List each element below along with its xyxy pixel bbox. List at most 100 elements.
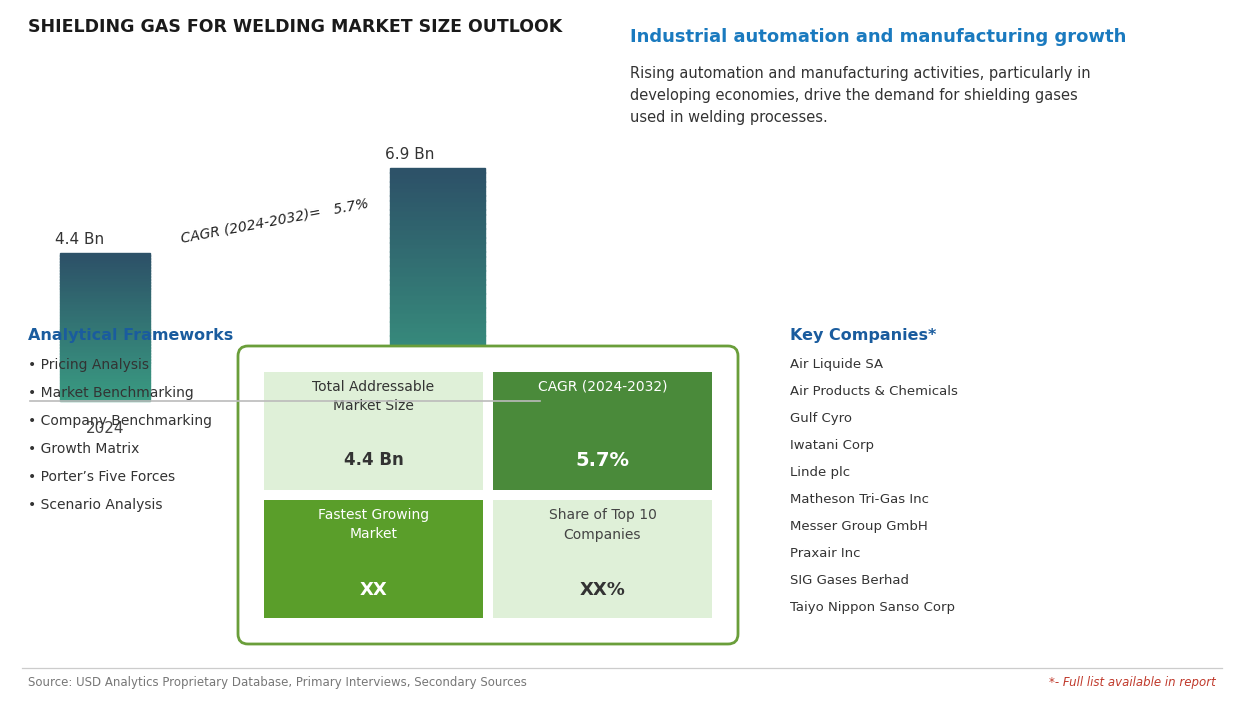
- Text: 6.9 Bn: 6.9 Bn: [384, 147, 434, 162]
- Bar: [60, 345, 151, 348]
- FancyBboxPatch shape: [238, 346, 738, 644]
- Bar: [391, 386, 485, 392]
- Bar: [60, 374, 151, 377]
- Bar: [60, 371, 151, 374]
- Text: 4.4 Bn: 4.4 Bn: [55, 232, 104, 247]
- Bar: [391, 326, 485, 331]
- Bar: [391, 298, 485, 303]
- Bar: [391, 321, 485, 326]
- Text: Iwatani Corp: Iwatani Corp: [790, 439, 875, 452]
- FancyBboxPatch shape: [493, 500, 712, 618]
- Bar: [60, 362, 151, 366]
- Bar: [60, 256, 151, 259]
- Bar: [391, 186, 485, 191]
- Bar: [60, 397, 151, 401]
- Text: 4.4 Bn: 4.4 Bn: [343, 451, 403, 469]
- Text: Air Liquide SA: Air Liquide SA: [790, 358, 883, 371]
- Text: Taiyo Nippon Sanso Corp: Taiyo Nippon Sanso Corp: [790, 601, 955, 614]
- Text: Rising automation and manufacturing activities, particularly in: Rising automation and manufacturing acti…: [629, 66, 1091, 81]
- Bar: [391, 219, 485, 224]
- Bar: [60, 338, 151, 342]
- Bar: [391, 280, 485, 285]
- Bar: [391, 377, 485, 383]
- Bar: [60, 365, 151, 369]
- Bar: [391, 289, 485, 294]
- Bar: [60, 279, 151, 282]
- Text: SHIELDING GAS FOR WELDING MARKET SIZE OUTLOOK: SHIELDING GAS FOR WELDING MARKET SIZE OU…: [29, 18, 562, 36]
- Bar: [60, 270, 151, 274]
- Text: Praxair Inc: Praxair Inc: [790, 547, 861, 560]
- Bar: [391, 261, 485, 266]
- Text: Gulf Cyro: Gulf Cyro: [790, 412, 852, 425]
- Text: Share of Top 10
Companies: Share of Top 10 Companies: [549, 508, 657, 542]
- Text: XX%: XX%: [580, 581, 626, 599]
- Text: • Company Benchmarking: • Company Benchmarking: [29, 414, 211, 428]
- Text: • Growth Matrix: • Growth Matrix: [29, 442, 139, 456]
- Bar: [391, 373, 485, 378]
- Bar: [391, 275, 485, 280]
- Bar: [391, 191, 485, 196]
- Bar: [391, 242, 485, 247]
- Bar: [60, 321, 151, 324]
- FancyBboxPatch shape: [264, 372, 483, 490]
- Text: Fastest Growing
Market: Fastest Growing Market: [318, 508, 429, 542]
- Text: SIG Gases Berhad: SIG Gases Berhad: [790, 574, 909, 587]
- Bar: [391, 382, 485, 387]
- Bar: [60, 359, 151, 362]
- Text: CAGR (2024-2032): CAGR (2024-2032): [537, 380, 667, 394]
- Bar: [60, 377, 151, 381]
- Text: Total Addressable
Market Size: Total Addressable Market Size: [312, 380, 434, 414]
- Bar: [60, 347, 151, 351]
- Bar: [60, 326, 151, 330]
- Text: developing economies, drive the demand for shielding gases: developing economies, drive the demand f…: [629, 88, 1077, 103]
- Bar: [60, 383, 151, 386]
- Bar: [391, 210, 485, 215]
- Text: Linde plc: Linde plc: [790, 466, 850, 479]
- Bar: [391, 396, 485, 401]
- Text: • Scenario Analysis: • Scenario Analysis: [29, 498, 163, 512]
- Bar: [391, 345, 485, 349]
- Bar: [60, 385, 151, 389]
- Bar: [60, 300, 151, 304]
- Bar: [391, 196, 485, 201]
- Bar: [391, 200, 485, 205]
- Text: • Pricing Analysis: • Pricing Analysis: [29, 358, 149, 372]
- Bar: [60, 330, 151, 333]
- Bar: [60, 380, 151, 383]
- Bar: [60, 306, 151, 309]
- Text: Key Companies*: Key Companies*: [790, 328, 937, 343]
- Bar: [60, 395, 151, 398]
- Bar: [60, 261, 151, 265]
- Bar: [391, 172, 485, 177]
- Bar: [391, 237, 485, 243]
- Text: 5.7%: 5.7%: [576, 450, 629, 469]
- Bar: [391, 293, 485, 299]
- Bar: [391, 335, 485, 340]
- Bar: [60, 294, 151, 297]
- FancyBboxPatch shape: [264, 500, 483, 618]
- Bar: [60, 318, 151, 321]
- Text: CAGR (2024-2032)=   5.7%: CAGR (2024-2032)= 5.7%: [180, 196, 369, 245]
- Bar: [391, 181, 485, 186]
- Bar: [391, 167, 485, 173]
- Bar: [391, 176, 485, 182]
- Bar: [391, 363, 485, 369]
- Bar: [391, 307, 485, 313]
- Text: Source: USD Analytics Proprietary Database, Primary Interviews, Secondary Source: Source: USD Analytics Proprietary Databa…: [29, 676, 527, 689]
- Text: • Market Benchmarking: • Market Benchmarking: [29, 386, 194, 400]
- Bar: [60, 341, 151, 345]
- Bar: [391, 391, 485, 396]
- Bar: [60, 356, 151, 359]
- Text: XX: XX: [360, 581, 387, 599]
- Bar: [60, 309, 151, 312]
- Bar: [391, 330, 485, 336]
- Text: Industrial automation and manufacturing growth: Industrial automation and manufacturing …: [629, 28, 1126, 46]
- Bar: [60, 285, 151, 289]
- Bar: [391, 303, 485, 308]
- Bar: [391, 228, 485, 233]
- Bar: [391, 233, 485, 238]
- Bar: [60, 389, 151, 392]
- Bar: [391, 349, 485, 354]
- Bar: [391, 284, 485, 289]
- Bar: [60, 276, 151, 280]
